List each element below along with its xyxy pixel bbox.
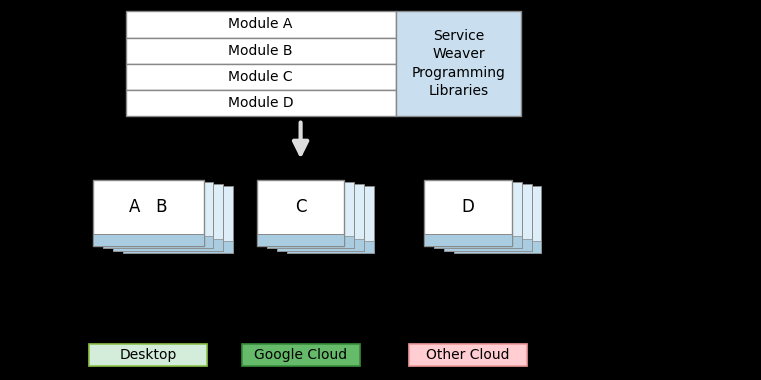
Text: C: C [295, 198, 307, 216]
FancyBboxPatch shape [103, 182, 213, 249]
Text: Module D: Module D [228, 96, 294, 110]
FancyBboxPatch shape [267, 236, 355, 249]
FancyBboxPatch shape [267, 182, 355, 249]
FancyBboxPatch shape [94, 179, 204, 246]
FancyBboxPatch shape [444, 239, 531, 251]
FancyBboxPatch shape [123, 241, 233, 253]
FancyBboxPatch shape [409, 344, 527, 366]
FancyBboxPatch shape [242, 344, 360, 366]
FancyBboxPatch shape [103, 236, 213, 249]
Text: Module B: Module B [228, 44, 293, 58]
FancyBboxPatch shape [94, 234, 204, 246]
FancyBboxPatch shape [286, 186, 374, 253]
Text: D: D [462, 198, 474, 216]
FancyBboxPatch shape [277, 239, 365, 251]
FancyBboxPatch shape [454, 241, 542, 253]
FancyBboxPatch shape [257, 179, 344, 246]
FancyBboxPatch shape [123, 186, 233, 253]
FancyBboxPatch shape [425, 234, 511, 246]
FancyBboxPatch shape [277, 184, 365, 251]
FancyBboxPatch shape [434, 236, 522, 249]
Text: Desktop: Desktop [119, 348, 177, 362]
FancyBboxPatch shape [126, 64, 396, 90]
Text: A   B: A B [129, 198, 167, 216]
FancyBboxPatch shape [126, 90, 396, 116]
FancyBboxPatch shape [257, 234, 344, 246]
FancyBboxPatch shape [286, 241, 374, 253]
Text: Other Cloud: Other Cloud [426, 348, 510, 362]
FancyBboxPatch shape [396, 11, 521, 116]
Text: Module C: Module C [228, 70, 293, 84]
Text: Google Cloud: Google Cloud [254, 348, 347, 362]
FancyBboxPatch shape [126, 11, 396, 38]
FancyBboxPatch shape [90, 344, 207, 366]
FancyBboxPatch shape [113, 239, 224, 251]
FancyBboxPatch shape [126, 38, 396, 63]
FancyBboxPatch shape [454, 186, 542, 253]
FancyBboxPatch shape [434, 182, 522, 249]
Text: Module A: Module A [228, 17, 293, 32]
FancyBboxPatch shape [425, 179, 511, 246]
FancyBboxPatch shape [444, 184, 531, 251]
FancyBboxPatch shape [113, 184, 224, 251]
Text: Service
Weaver
Programming
Libraries: Service Weaver Programming Libraries [412, 29, 505, 98]
